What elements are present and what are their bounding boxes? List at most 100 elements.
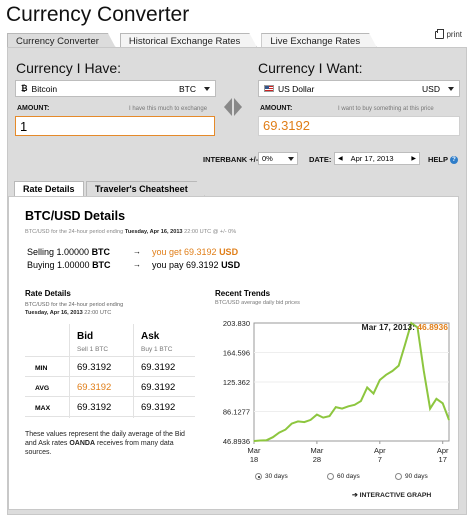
help-link[interactable]: HELP? (428, 155, 459, 165)
data-point (404, 344, 406, 346)
x-tick-day: 28 (313, 455, 321, 464)
date-prev-icon[interactable]: ◀ (338, 156, 343, 162)
tab-travelers-cheatsheet[interactable]: Traveler's Cheatsheet (86, 181, 205, 196)
data-point (303, 421, 305, 423)
print-label: print (446, 30, 462, 39)
currency-want-code: USD (422, 83, 440, 94)
x-tick-day: 18 (250, 455, 258, 464)
radio-30-days[interactable] (255, 473, 262, 480)
rate-note: These values represent the daily average… (25, 431, 185, 456)
x-tick-month: Mar (310, 446, 323, 455)
currency-have-select[interactable]: ₿ Bitcoin BTC (15, 80, 216, 97)
max-bid: 69.3192 (77, 402, 112, 413)
chevron-down-icon (448, 86, 454, 91)
data-point (423, 370, 425, 372)
data-point (335, 406, 337, 408)
currency-want-select[interactable]: US Dollar USD (258, 80, 460, 97)
ask-subheader: Buy 1 BTC (141, 346, 173, 353)
arrow-right-icon: → (133, 247, 141, 256)
data-point (360, 400, 362, 402)
data-point (354, 404, 356, 406)
page-title: Currency Converter (6, 3, 190, 26)
highlight-label: Mar 17, 2013: 46.8936 (362, 322, 449, 332)
row-min-label: MIN (35, 365, 48, 372)
y-tick-label: 164.596 (223, 349, 250, 358)
tab-historical-exchange-rates[interactable]: Historical Exchange Rates (120, 33, 257, 48)
help-icon: ? (450, 156, 459, 165)
data-point (448, 419, 450, 421)
data-point (391, 370, 393, 372)
data-point (284, 429, 287, 431)
want-amount-hint: I want to buy something at this price (338, 106, 434, 112)
row-max-label: MAX (35, 405, 51, 412)
data-point (347, 405, 349, 407)
data-point (316, 414, 318, 416)
y-tick-label: 203.830 (223, 319, 250, 328)
have-amount-input[interactable] (15, 116, 215, 136)
min-ask: 69.3192 (141, 362, 176, 373)
chevron-down-icon (204, 86, 210, 91)
data-point (372, 392, 375, 395)
rate-details-subtitle: BTC/USD for the 24-hour period ending Tu… (25, 302, 124, 316)
interbank-label: INTERBANK +/- (203, 155, 259, 164)
range-60-label: 60 days (337, 473, 360, 480)
have-amount-hint: I have this much to exchange (129, 106, 208, 112)
range-90-days[interactable]: 90 days (395, 473, 428, 480)
data-point (322, 417, 324, 419)
range-30-days[interactable]: 30 days (255, 473, 288, 480)
swap-currencies-button[interactable] (223, 97, 243, 117)
data-point (291, 423, 293, 425)
us-flag-icon (264, 85, 274, 92)
radio-60-days[interactable] (327, 473, 334, 480)
date-value: Apr 17, 2013 (350, 154, 394, 163)
max-ask: 69.3192 (141, 402, 176, 413)
data-point (310, 419, 312, 421)
y-tick-label: 86.1277 (223, 408, 250, 417)
data-point (259, 439, 261, 442)
currency-have-code: BTC (179, 83, 196, 94)
selling-line: Selling 1.00000 BTC → you get 69.3192 US… (27, 247, 239, 257)
tab-live-exchange-rates[interactable]: Live Exchange Rates (261, 33, 377, 48)
want-amount-output: 69.3192 (258, 116, 460, 136)
data-point (253, 440, 255, 442)
main-tabs: Currency Converter Historical Exchange R… (7, 33, 377, 48)
tab-currency-converter[interactable]: Currency Converter (7, 33, 116, 48)
bitcoin-icon: ₿ (21, 84, 28, 93)
arrow-left-icon (224, 98, 232, 116)
bid-header: Bid (77, 331, 94, 342)
arrow-right-icon: → (133, 260, 141, 269)
tab-rate-details[interactable]: Rate Details (14, 181, 84, 197)
date-picker[interactable]: ◀ Apr 17, 2013 ▶ (334, 152, 420, 165)
have-amount-label: AMOUNT: (17, 105, 50, 112)
interbank-select[interactable]: 0% (258, 152, 298, 165)
data-point (278, 432, 280, 434)
want-amount-label: AMOUNT: (260, 105, 293, 112)
data-point (410, 322, 412, 324)
currency-want-heading: Currency I Want: (258, 60, 363, 76)
selling-result: you get 69.3192 USD (152, 247, 239, 257)
printer-icon (435, 28, 445, 39)
trend-chart[interactable]: 203.830164.596125.36286.127746.8936Mar18… (199, 311, 457, 471)
trends-subtitle: BTC/USD average daily bid prices (215, 300, 300, 306)
interactive-graph-link[interactable]: ➔ INTERACTIVE GRAPH (352, 491, 431, 499)
print-link[interactable]: print (435, 28, 462, 39)
rate-details-title: Rate Details (25, 289, 71, 298)
currency-want-name: US Dollar (278, 83, 315, 94)
currency-have-name: Bitcoin (31, 83, 58, 94)
x-tick-month: Mar (248, 446, 261, 455)
chevron-down-icon (288, 156, 294, 161)
buying-line: Buying 1.00000 BTC → you pay 69.3192 USD (27, 260, 241, 270)
series-line (253, 321, 450, 442)
x-tick-day: 7 (378, 455, 382, 464)
data-point (341, 407, 343, 410)
y-tick-label: 125.362 (223, 378, 250, 387)
data-point (366, 386, 368, 389)
bid-subheader: Sell 1 BTC (77, 346, 109, 353)
data-point (385, 374, 387, 376)
avg-ask: 69.3192 (141, 382, 176, 393)
data-point (442, 402, 444, 404)
date-next-icon[interactable]: ▶ (411, 156, 416, 162)
range-90-label: 90 days (405, 473, 428, 480)
radio-90-days[interactable] (395, 473, 402, 480)
range-60-days[interactable]: 60 days (327, 473, 360, 480)
